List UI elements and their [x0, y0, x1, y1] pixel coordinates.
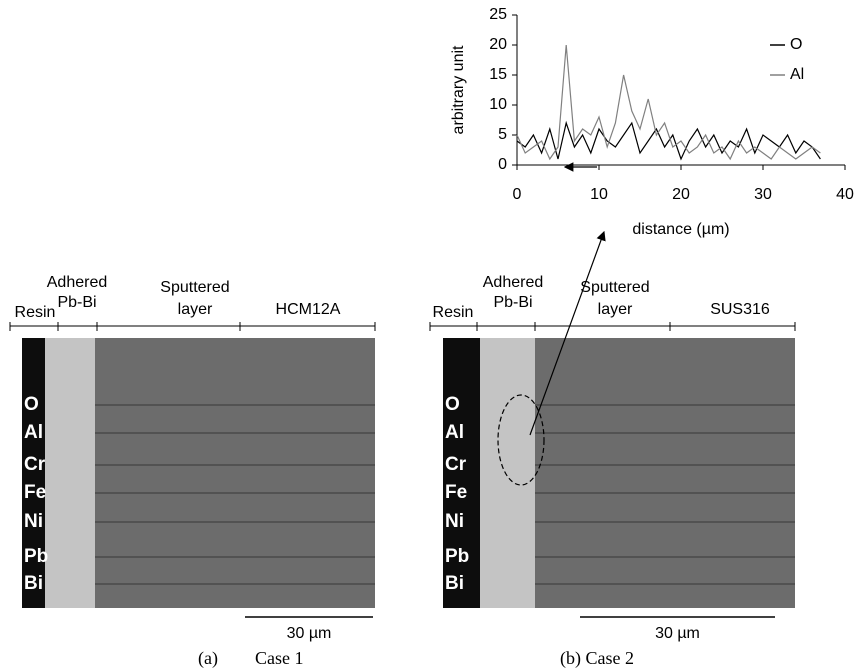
- element-label: Fe: [445, 482, 467, 503]
- x-tick-label: 0: [513, 186, 522, 203]
- element-label: Bi: [24, 573, 43, 594]
- y-tick-label: 5: [498, 126, 507, 143]
- data-line: [516, 44, 821, 161]
- sputtered-label: layer: [178, 301, 213, 318]
- element-label: O: [24, 394, 39, 415]
- legend-label: O: [790, 36, 802, 53]
- element-label: Cr: [445, 454, 467, 475]
- y-axis-label: arbitrary unit: [450, 45, 467, 134]
- y-tick-label: 20: [489, 36, 507, 53]
- y-tick-label: 15: [489, 66, 507, 83]
- highlight-ellipse: [497, 394, 545, 486]
- element-label: Ni: [24, 511, 43, 532]
- x-axis-label: distance (µm): [632, 221, 729, 238]
- y-tick-label: 0: [498, 156, 507, 173]
- element-label: Pb: [24, 546, 48, 567]
- pointer-arrow: [529, 230, 606, 436]
- adhered-label: Pb-Bi: [493, 294, 532, 311]
- data-line: [516, 120, 821, 161]
- element-label: Fe: [24, 482, 46, 503]
- resin-label: Resin: [15, 304, 56, 321]
- element-label: Pb: [445, 546, 469, 567]
- resin-region: [22, 338, 45, 608]
- y-tick-label: 10: [489, 96, 507, 113]
- sputtered-label: Sputtered: [160, 279, 229, 296]
- x-tick-label: 20: [672, 186, 690, 203]
- adhered-label: Adhered: [47, 274, 108, 291]
- x-tick-label: 30: [754, 186, 772, 203]
- panel-caption: (b) Case 2: [560, 648, 634, 669]
- substrate-label: SUS316: [710, 301, 770, 318]
- element-label: Bi: [445, 573, 464, 594]
- scale-bar-label: 30 µm: [287, 625, 332, 642]
- x-tick-label: 10: [590, 186, 608, 203]
- panel-caption: (a): [198, 648, 218, 669]
- resin-label: Resin: [433, 304, 474, 321]
- resin-region: [443, 338, 480, 608]
- sputtered-label: layer: [598, 301, 633, 318]
- sputtered-label: Sputtered: [580, 279, 649, 296]
- element-label: O: [445, 394, 460, 415]
- y-tick-label: 25: [489, 6, 507, 23]
- panel-caption: Case 1: [255, 648, 304, 668]
- scale-bar-label: 30 µm: [655, 625, 700, 642]
- pbbi-region: [45, 338, 95, 608]
- element-label: Cr: [24, 454, 46, 475]
- element-label: Al: [445, 422, 464, 443]
- pbbi-region: [480, 338, 535, 608]
- x-tick-label: 40: [836, 186, 854, 203]
- substrate-label: HCM12A: [276, 301, 341, 318]
- adhered-label: Pb-Bi: [57, 294, 96, 311]
- adhered-label: Adhered: [483, 274, 544, 291]
- element-label: Ni: [445, 511, 464, 532]
- element-label: Al: [24, 422, 43, 443]
- legend-label: Al: [790, 66, 804, 83]
